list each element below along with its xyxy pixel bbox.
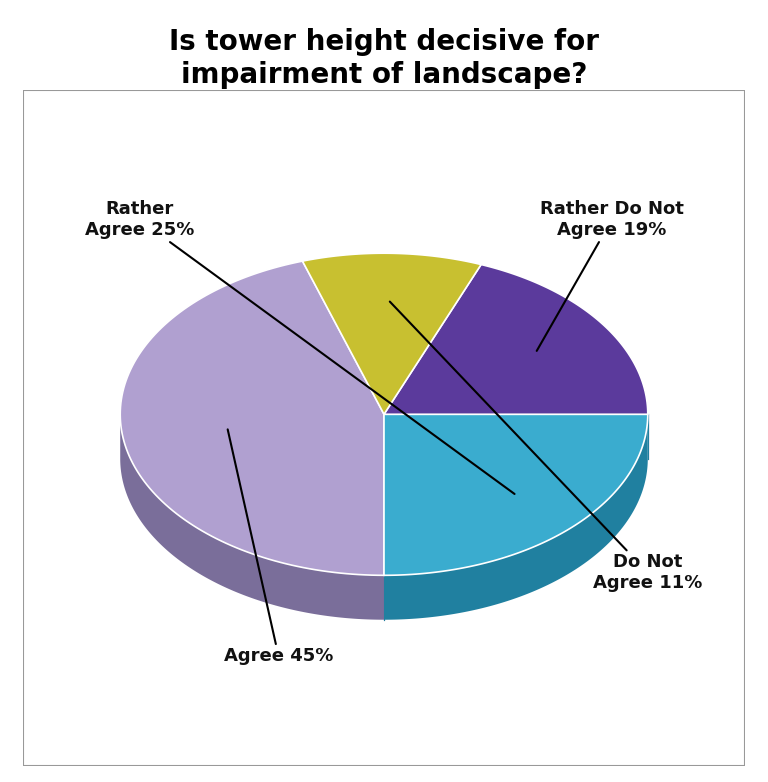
Polygon shape — [384, 414, 647, 576]
Text: Rather
Agree 25%: Rather Agree 25% — [85, 200, 515, 494]
Polygon shape — [384, 264, 647, 414]
Polygon shape — [121, 415, 384, 619]
Polygon shape — [121, 261, 384, 576]
Text: Rather Do Not
Agree 19%: Rather Do Not Agree 19% — [537, 200, 684, 351]
Text: Is tower height decisive for
impairment of landscape?: Is tower height decisive for impairment … — [169, 28, 599, 89]
Polygon shape — [384, 414, 647, 619]
Text: Agree 45%: Agree 45% — [223, 429, 333, 665]
Polygon shape — [303, 253, 481, 414]
Text: Do Not
Agree 11%: Do Not Agree 11% — [390, 302, 703, 592]
